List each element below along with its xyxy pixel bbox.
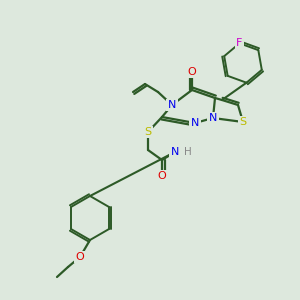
Text: O: O (188, 67, 196, 77)
Text: F: F (236, 38, 243, 48)
Text: O: O (158, 171, 166, 181)
Text: S: S (239, 117, 247, 127)
Text: H: H (184, 147, 192, 157)
Text: N: N (171, 147, 179, 157)
Text: O: O (76, 252, 84, 262)
Text: N: N (191, 118, 199, 128)
Text: S: S (144, 127, 152, 137)
Text: N: N (209, 113, 217, 123)
Text: N: N (168, 100, 176, 110)
